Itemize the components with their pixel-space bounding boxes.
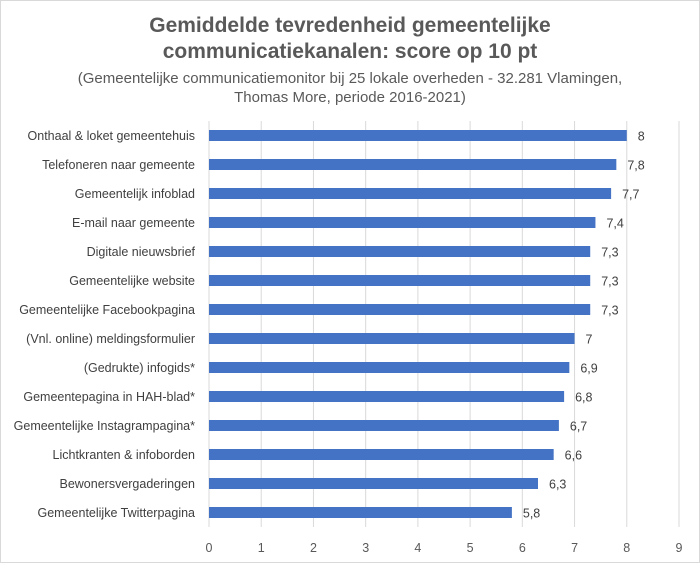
category-label: Gemeentelijke Twitterpagina xyxy=(38,506,196,520)
x-tick-label: 5 xyxy=(467,541,474,555)
chart-subtitle-line-1: (Gemeentelijke communicatiemonitor bij 2… xyxy=(77,70,623,87)
category-label: Gemeentelijk infoblad xyxy=(75,187,195,201)
x-tick-label: 1 xyxy=(258,541,265,555)
chart-title-line-1: Gemiddelde tevredenheid gemeentelijke xyxy=(149,14,551,37)
x-tick-label: 0 xyxy=(206,541,213,555)
data-label: 7,3 xyxy=(601,246,618,260)
x-tick-label: 3 xyxy=(362,541,369,555)
x-tick-label: 6 xyxy=(519,541,526,555)
data-label: 6,6 xyxy=(565,449,582,463)
bar-0 xyxy=(209,130,627,141)
category-label: E-mail naar gemeente xyxy=(72,216,195,230)
bar-12 xyxy=(209,478,538,489)
bar-7 xyxy=(209,333,575,344)
data-label: 7,3 xyxy=(601,275,618,289)
category-label: (Gedrukte) infogids* xyxy=(84,361,195,375)
data-label: 6,9 xyxy=(580,362,597,376)
data-label: 8 xyxy=(638,130,645,144)
category-label: Onthaal & loket gemeentehuis xyxy=(28,129,195,143)
category-label: Gemeentepagina in HAH-blad* xyxy=(23,390,195,404)
bar-11 xyxy=(209,449,554,460)
category-label: Bewonersvergaderingen xyxy=(59,477,195,491)
data-label: 7 xyxy=(586,333,593,347)
bar-3 xyxy=(209,217,596,228)
x-tick-label: 2 xyxy=(310,541,317,555)
bar-8 xyxy=(209,362,570,373)
data-label: 6,3 xyxy=(549,478,566,492)
category-label: Telefoneren naar gemeente xyxy=(42,158,195,172)
bar-10 xyxy=(209,420,559,431)
bar-1 xyxy=(209,159,617,170)
category-label: (Vnl. online) meldingsformulier xyxy=(26,332,195,346)
x-tick-label: 8 xyxy=(623,541,630,555)
bar-13 xyxy=(209,507,512,518)
chart-title-line-2: communicatiekanalen: score op 10 pt xyxy=(162,40,538,63)
category-label: Gemeentelijke Facebookpagina xyxy=(19,303,195,317)
category-label: Gemeentelijke website xyxy=(69,274,195,288)
data-label: 6,8 xyxy=(575,391,592,405)
x-tick-label: 9 xyxy=(676,541,683,555)
x-tick-label: 4 xyxy=(414,541,421,555)
data-label: 7,3 xyxy=(601,304,618,318)
chart-subtitle-line-2: Thomas More, periode 2016-2021) xyxy=(234,89,466,106)
x-tick-label: 7 xyxy=(571,541,578,555)
data-label: 7,8 xyxy=(627,159,644,173)
data-label: 7,4 xyxy=(606,217,623,231)
bar-5 xyxy=(209,275,591,286)
data-label: 7,7 xyxy=(622,188,639,202)
category-label: Digitale nieuwsbrief xyxy=(87,245,196,259)
category-label: Lichtkranten & infoborden xyxy=(53,448,196,462)
bar-9 xyxy=(209,391,565,402)
bar-6 xyxy=(209,304,591,315)
data-label: 5,8 xyxy=(523,507,540,521)
data-label: 6,7 xyxy=(570,420,587,434)
bar-4 xyxy=(209,246,591,257)
bar-2 xyxy=(209,188,612,199)
category-label: Gemeentelijke Instagrampagina* xyxy=(14,419,195,433)
